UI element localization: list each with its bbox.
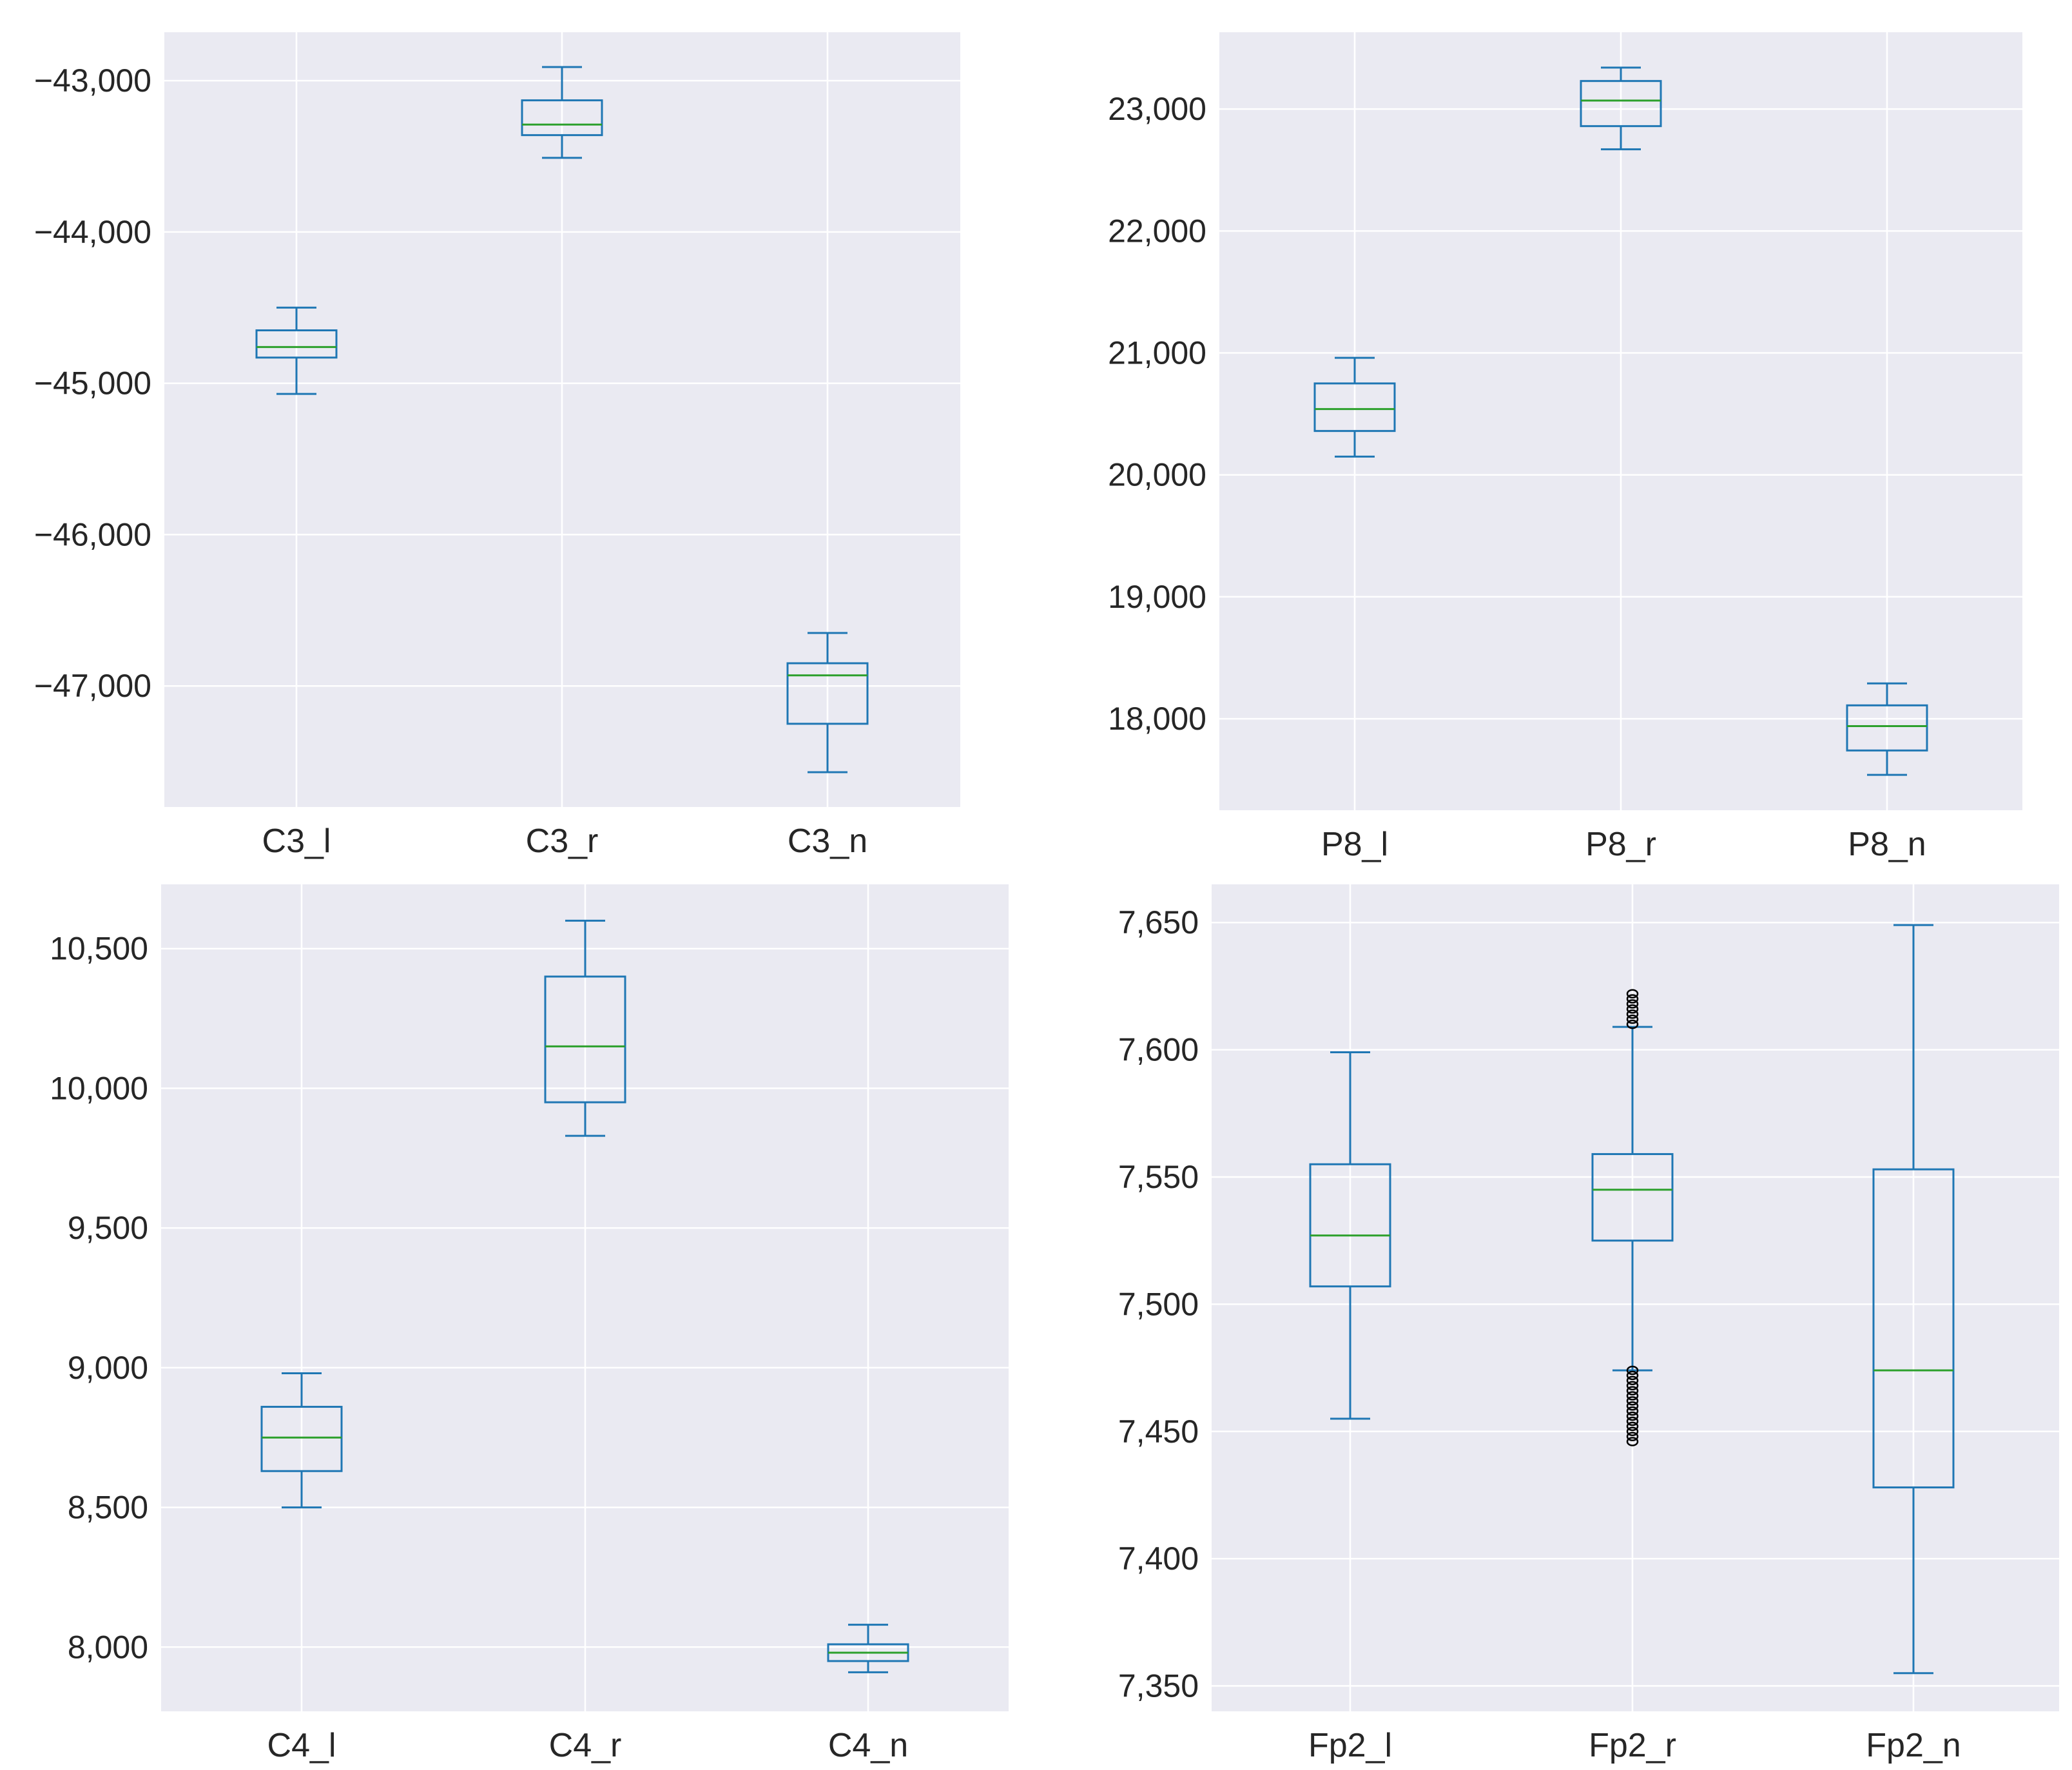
flier-point — [1626, 1391, 1639, 1401]
y-tick-label: 20,000 — [1108, 457, 1206, 493]
iqr-box — [786, 662, 869, 725]
flier-point — [1626, 1004, 1639, 1014]
y-tick-label: 8,500 — [68, 1490, 148, 1526]
box-P8_n — [1846, 682, 1928, 776]
x-tick-label: C4_l — [267, 1727, 336, 1764]
flier-point — [1626, 1396, 1639, 1406]
y-tick-label: −44,000 — [34, 214, 151, 250]
chart-panel-1: −47,000 −46,000 −45,000 −44,000 −43,000 C3_l C… — [34, 32, 960, 860]
y-tick-label: 23,000 — [1108, 91, 1206, 127]
y-tick-label: 8,000 — [68, 1629, 148, 1665]
flier-point — [1626, 1401, 1639, 1411]
flier-point — [1626, 1365, 1639, 1376]
iqr-box — [260, 1406, 343, 1472]
y-tick-label: 7,600 — [1118, 1032, 1199, 1068]
y-tick-label: 7,350 — [1118, 1668, 1199, 1704]
flier-point — [1626, 1386, 1639, 1396]
x-tick-label: P8_l — [1321, 826, 1388, 863]
x-tick-label: Fp2_r — [1589, 1727, 1676, 1764]
x-tick-label: C3_n — [788, 822, 867, 860]
y-tick-label: 9,000 — [68, 1350, 148, 1386]
x-tick-label: C4_r — [549, 1727, 622, 1764]
flier-point — [1626, 1426, 1639, 1437]
y-tick-label: 7,450 — [1118, 1414, 1199, 1450]
box-C3_r — [521, 66, 603, 159]
box-C4_r — [544, 919, 626, 1137]
y-tick-label: 7,550 — [1118, 1159, 1199, 1195]
x-tick-label: Fp2_n — [1866, 1727, 1961, 1764]
iqr-box — [255, 329, 338, 359]
box-P8_r — [1580, 66, 1662, 151]
flier-point — [1626, 1009, 1639, 1019]
box-Fp2_r — [1591, 989, 1674, 1446]
chart-panel-3: 8,000 8,500 9,000 9,500 10,000 10,500 C4_l C4_r… — [50, 884, 1009, 1764]
flier-point — [1626, 1406, 1639, 1416]
x-tick-label: C3_l — [262, 822, 331, 860]
flier-point — [1626, 1437, 1639, 1446]
box-Fp2_l — [1309, 1051, 1391, 1420]
y-tick-label: −47,000 — [34, 668, 151, 704]
y-tick-label: 22,000 — [1108, 213, 1206, 249]
iqr-box — [544, 975, 626, 1104]
flier-point — [1626, 1432, 1639, 1441]
box-C3_l — [255, 306, 338, 395]
x-tick-label: P8_n — [1848, 826, 1926, 863]
iqr-box — [1580, 80, 1662, 128]
flier-point — [1626, 1014, 1639, 1024]
y-tick-label: −43,000 — [34, 63, 151, 99]
y-tick-label: 7,650 — [1118, 904, 1199, 940]
flier-point — [1626, 1416, 1639, 1426]
y-tick-label: −45,000 — [34, 365, 151, 402]
chart-panel-4: 7,350 7,400 7,450 7,500 7,550 7,600 7,650 Fp2_l… — [1118, 884, 2059, 1764]
y-tick-label: −46,000 — [34, 516, 151, 552]
y-tick-label: 7,500 — [1118, 1286, 1199, 1322]
x-tick-label: Fp2_l — [1308, 1727, 1392, 1764]
box-C4_l — [260, 1372, 343, 1509]
flier-point — [1626, 1411, 1639, 1421]
iqr-box — [1309, 1163, 1391, 1288]
y-tick-label: 19,000 — [1108, 579, 1206, 615]
flier-point — [1626, 989, 1639, 999]
x-tick-label: C4_n — [828, 1727, 908, 1764]
y-tick-label: 7,400 — [1118, 1541, 1199, 1577]
chart-panel-2: 18,000 19,000 20,000 21,000 22,000 23,000 P8_l… — [1108, 32, 2022, 863]
iqr-box — [1846, 704, 1928, 752]
flier-point — [1626, 1376, 1639, 1386]
y-tick-label: 18,000 — [1108, 701, 1206, 737]
box-Fp2_n — [1872, 924, 1955, 1675]
flier-point — [1626, 1381, 1639, 1390]
y-tick-label: 10,500 — [50, 931, 148, 967]
box-P8_l — [1313, 356, 1396, 458]
iqr-box — [1591, 1152, 1674, 1242]
y-tick-label: 10,000 — [50, 1070, 148, 1106]
y-tick-label: 21,000 — [1108, 335, 1206, 371]
box-C4_n — [827, 1624, 909, 1673]
flier-point — [1626, 1019, 1639, 1029]
iqr-box — [1872, 1168, 1955, 1489]
flier-point — [1626, 1421, 1639, 1432]
iqr-box — [1313, 382, 1396, 433]
x-tick-label: C3_r — [526, 822, 599, 860]
iqr-box — [521, 99, 603, 137]
y-tick-label: 9,500 — [68, 1210, 148, 1246]
flier-point — [1626, 1370, 1639, 1381]
x-tick-label: P8_r — [1585, 826, 1656, 863]
flier-point — [1626, 994, 1639, 1004]
box-C3_n — [786, 632, 869, 773]
flier-point — [1626, 999, 1639, 1009]
plot-area — [1212, 884, 2059, 1711]
